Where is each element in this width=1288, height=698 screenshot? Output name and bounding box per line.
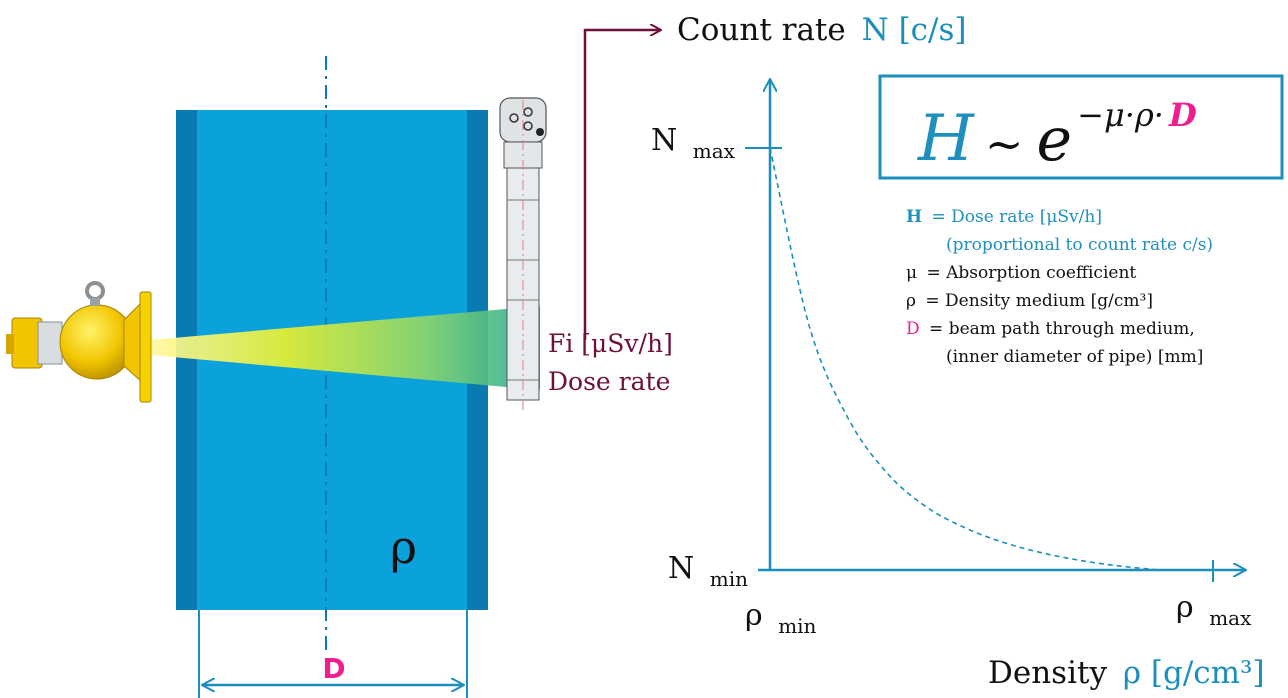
y-tick-max-sub: max <box>693 139 736 163</box>
legend-line-4: ρ = Density medium [g/cm³] <box>906 291 1153 311</box>
formula-exponent-d: D <box>1168 96 1197 134</box>
y-tick-label-min: N min <box>668 551 748 591</box>
chart <box>745 80 1245 582</box>
x-tick-max-sub: max <box>1209 606 1252 630</box>
x-tick-min-main: ρ <box>745 598 763 633</box>
legend-d-text: = beam path through medium, <box>929 319 1195 339</box>
radiation-beam <box>150 306 540 390</box>
y-tick-min-sub: min <box>710 567 748 591</box>
formula-box <box>878 74 1284 180</box>
diameter-label: D <box>322 652 345 685</box>
legend-h-text: = Dose rate [μSv/h] <box>931 207 1102 227</box>
formula-h: H <box>917 102 975 176</box>
detector-reading-label: Fi [μSv/h] <box>548 329 673 358</box>
legend: H = Dose rate [μSv/h] (proportional to c… <box>906 207 1213 367</box>
absorption-curve <box>769 147 1161 571</box>
x-axis-title: Density ρ [g/cm³] <box>988 655 1265 691</box>
y-axis-title-symbol: N [c/s] <box>862 12 967 48</box>
legend-mu-symbol: μ <box>906 263 917 283</box>
pipe-wall-left <box>176 110 197 610</box>
y-tick-max-main: N <box>651 123 677 158</box>
legend-line-3: μ = Absorption coefficient <box>906 263 1136 283</box>
y-axis-title: Count rate N [c/s] <box>677 12 966 48</box>
x-tick-label-min: ρ min <box>745 598 817 638</box>
legend-line-2: (proportional to count rate c/s) <box>946 235 1213 255</box>
radiation-source <box>6 281 152 403</box>
legend-rho-symbol: ρ <box>906 291 916 311</box>
formula: H ~ e −μ·ρ· D <box>917 96 1197 176</box>
formula-e: e <box>1037 105 1073 175</box>
formula-exponent: −μ·ρ· <box>1077 96 1164 134</box>
y-axis-title-text: Count rate <box>677 12 846 48</box>
detector <box>499 97 547 410</box>
legend-d-symbol: D <box>906 319 920 339</box>
legend-line-1: H = Dose rate [μSv/h] <box>906 207 1102 227</box>
legend-rho-text: = Density medium [g/cm³] <box>925 291 1153 311</box>
x-tick-min-sub: min <box>778 614 816 638</box>
x-axis-title-text: Density <box>988 655 1107 691</box>
x-axis-title-symbol: ρ [g/cm³] <box>1123 655 1265 691</box>
y-tick-min-main: N <box>668 551 694 586</box>
legend-mu-text: = Absorption coefficient <box>926 263 1136 283</box>
x-tick-label-max: ρ max <box>1176 590 1252 630</box>
signal-arrow <box>583 30 660 340</box>
legend-line-6: (inner diameter of pipe) [mm] <box>946 347 1203 367</box>
formula-tilde: ~ <box>985 117 1024 171</box>
x-tick-max-main: ρ <box>1176 590 1194 625</box>
detector-dose-rate-label: Dose rate <box>548 367 670 396</box>
pipe-density-symbol: ρ <box>390 520 417 574</box>
legend-line-5: D = beam path through medium, <box>906 319 1195 339</box>
legend-h-symbol: H <box>906 207 922 227</box>
y-tick-label-max: N max <box>651 123 736 163</box>
